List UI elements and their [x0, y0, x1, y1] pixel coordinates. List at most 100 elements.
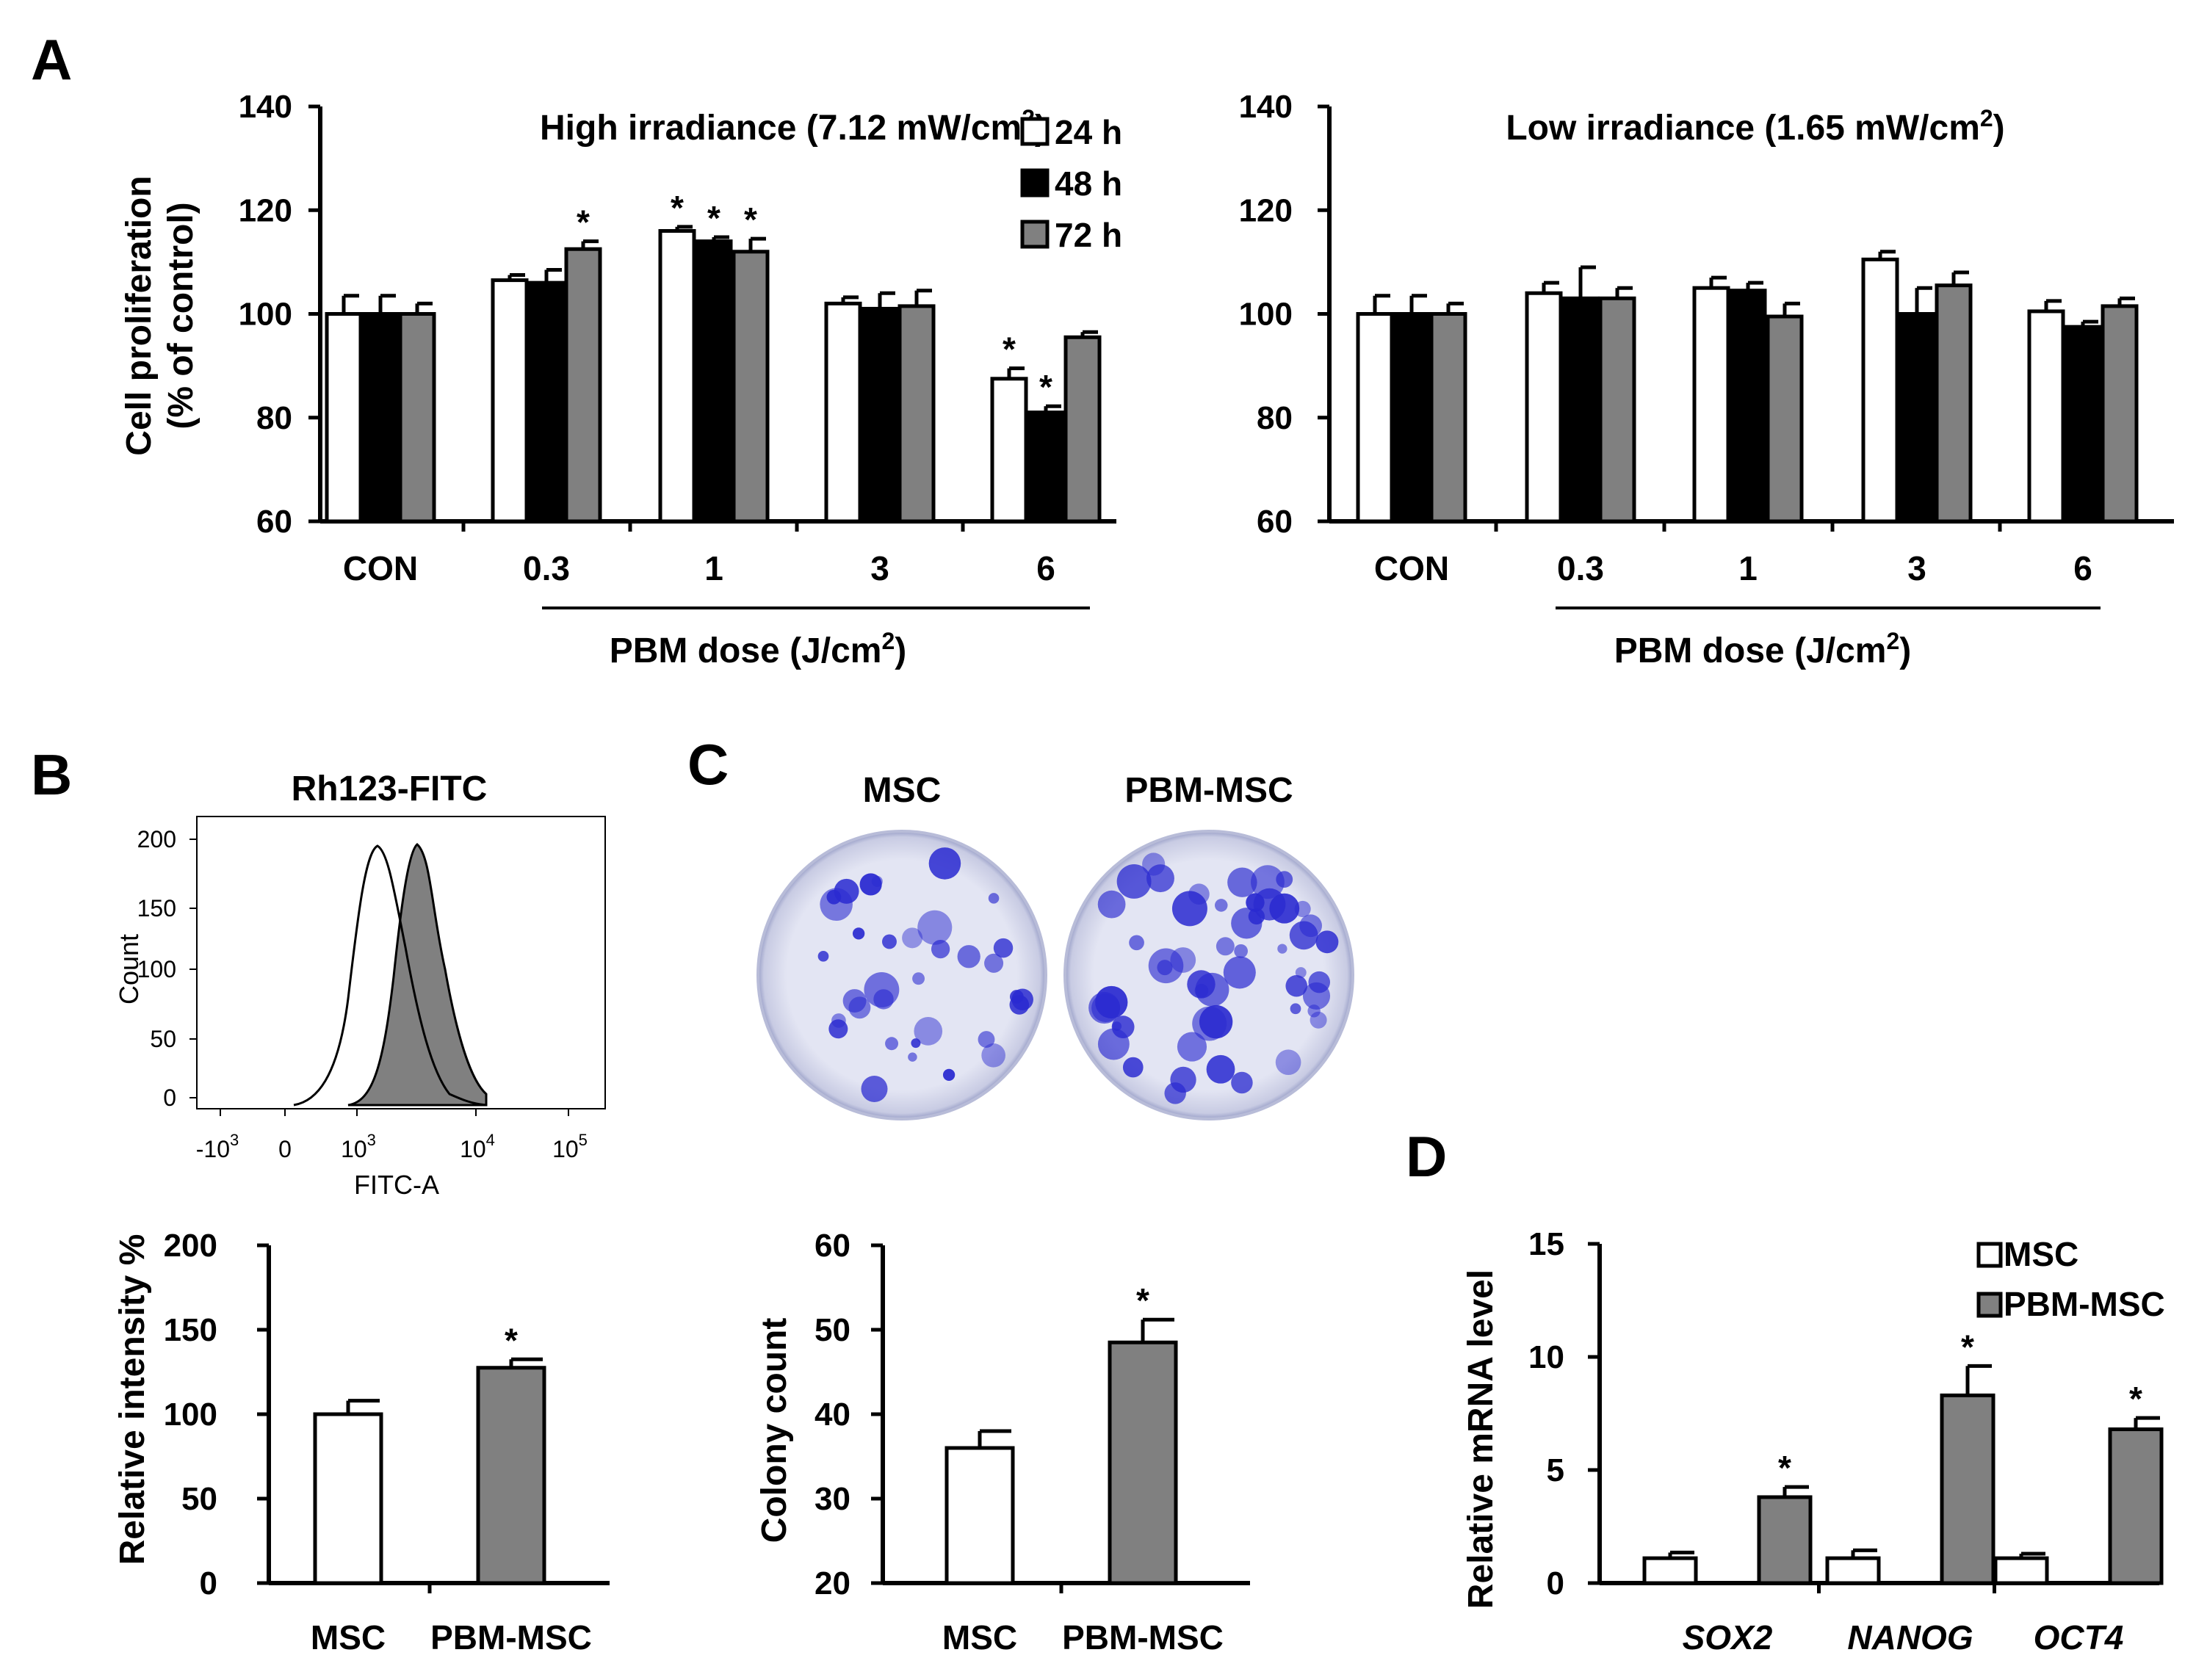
a1-legend: 24 h 48 h 72 h	[1020, 113, 1122, 254]
y-tick-label: 100	[1239, 297, 1293, 333]
colony	[957, 945, 980, 968]
colony	[1214, 899, 1228, 912]
flow-y-ticks: 0 50 100 150 200	[137, 826, 197, 1111]
colony	[1206, 1054, 1235, 1084]
x-category-label: PBM-MSC	[1062, 1618, 1224, 1657]
bar-48h	[2064, 325, 2102, 524]
bar-72h	[2101, 304, 2139, 524]
x-category-label: CON	[1374, 549, 1449, 587]
bar-72h	[1063, 335, 1102, 524]
y-tick-label: 15	[1528, 1226, 1564, 1262]
x-category-label: 0.3	[523, 549, 570, 587]
d-legend-label-pbm: PBM-MSC	[2004, 1285, 2165, 1323]
bar-msc	[945, 1446, 1015, 1585]
y-tick-label: 10	[1528, 1339, 1564, 1375]
bar-72h	[398, 312, 436, 524]
bar-48h	[527, 280, 566, 524]
bar-72h	[732, 250, 770, 524]
colony	[1295, 967, 1307, 979]
a1-xlabel: PBM dose (J/cm2)	[610, 628, 907, 670]
significance-star: *	[671, 189, 684, 227]
panel-label-a: A	[31, 27, 72, 92]
colony	[1289, 921, 1318, 950]
bar-24h	[658, 229, 696, 524]
flow-xtick-4: 104	[460, 1131, 495, 1162]
bar-48h	[1393, 312, 1431, 524]
colony	[873, 989, 894, 1010]
x-category-label: 3	[870, 549, 889, 587]
a1-legend-swatch-72h	[1020, 220, 1050, 249]
bar-72h	[1598, 296, 1636, 524]
x-category-label: NANOG	[1847, 1618, 1973, 1657]
bar-24h	[1525, 291, 1563, 524]
bar-24h	[1356, 312, 1394, 524]
y-tick-label: 0	[1547, 1565, 1564, 1601]
bar-pbm-msc	[1108, 1340, 1178, 1585]
significance-star: *	[2129, 1380, 2142, 1418]
colony	[885, 1037, 899, 1051]
y-tick-label: 120	[1239, 192, 1293, 228]
x-category-label: 0.3	[1557, 549, 1604, 587]
significance-star: *	[744, 200, 757, 239]
flow-ytick-100: 100	[137, 956, 176, 982]
x-category-label: MSC	[942, 1618, 1017, 1657]
bar-72h	[564, 247, 602, 524]
x-category-label: 1	[704, 549, 723, 587]
colony-images: MSC PBM-MSC	[756, 771, 1354, 1120]
colony	[852, 927, 865, 940]
bar-24h	[2027, 309, 2065, 524]
colonies-msc	[817, 847, 1033, 1103]
colony	[902, 927, 923, 949]
colonies-pbm	[1088, 852, 1339, 1104]
bar-pbm-msc	[476, 1366, 546, 1585]
colony	[1170, 1066, 1196, 1093]
colony	[1097, 890, 1126, 919]
x-category-label: 3	[1907, 549, 1926, 587]
bar-msc	[1993, 1556, 2049, 1585]
a1-legend-label-72h: 72 h	[1055, 216, 1122, 254]
flow-pbm-histogram	[347, 843, 488, 1107]
colony-label-msc: MSC	[863, 771, 942, 810]
colony	[981, 1043, 1005, 1068]
colony	[978, 1031, 995, 1049]
colony	[1116, 864, 1152, 899]
bar-48h	[695, 239, 733, 524]
colony	[1195, 972, 1229, 1007]
flow-xtick-5: 105	[552, 1131, 588, 1162]
d-legend-swatch-msc	[1976, 1242, 2003, 1268]
bar-48h	[861, 306, 899, 524]
flow-ytick-0: 0	[163, 1085, 176, 1111]
y-tick-label: 20	[815, 1565, 850, 1601]
bar-24h	[990, 377, 1028, 524]
colony	[1277, 944, 1287, 954]
colony	[1011, 988, 1033, 1011]
y-tick-label: 30	[815, 1481, 850, 1517]
bar-pbm-msc	[2108, 1427, 2164, 1585]
a1-legend-swatch-48h	[1020, 168, 1050, 198]
a1-title: High irradiance (7.12 mW/cm2)	[540, 105, 1047, 148]
a1-legend-swatch-24h	[1020, 117, 1050, 146]
colony	[1148, 948, 1184, 984]
bar-48h	[361, 312, 400, 524]
colony	[831, 1013, 846, 1028]
colony	[861, 1076, 888, 1103]
colony	[912, 972, 925, 985]
y-tick-label: 80	[1257, 400, 1293, 436]
bar-msc	[313, 1412, 383, 1585]
bar-pbm-msc	[1940, 1393, 1995, 1585]
chart-mrna-level: Relative mRNA level MSC PBM-MSC 0 5 10 15 * S…	[1462, 1226, 2165, 1657]
x-category-label: 6	[2073, 549, 2092, 587]
flow-ytick-200: 200	[137, 826, 176, 852]
x-category-label: PBM-MSC	[430, 1618, 592, 1657]
flow-xtick-3: 103	[341, 1131, 376, 1162]
bar-24h	[1861, 257, 1899, 524]
colony	[908, 1052, 917, 1062]
colony	[1095, 985, 1128, 1019]
bar-msc	[1825, 1556, 1881, 1585]
bar-24h	[491, 278, 529, 524]
bar-72h	[1429, 312, 1467, 524]
bar-48h	[1729, 289, 1767, 524]
colony	[1285, 974, 1308, 997]
x-category-label: MSC	[311, 1618, 386, 1657]
